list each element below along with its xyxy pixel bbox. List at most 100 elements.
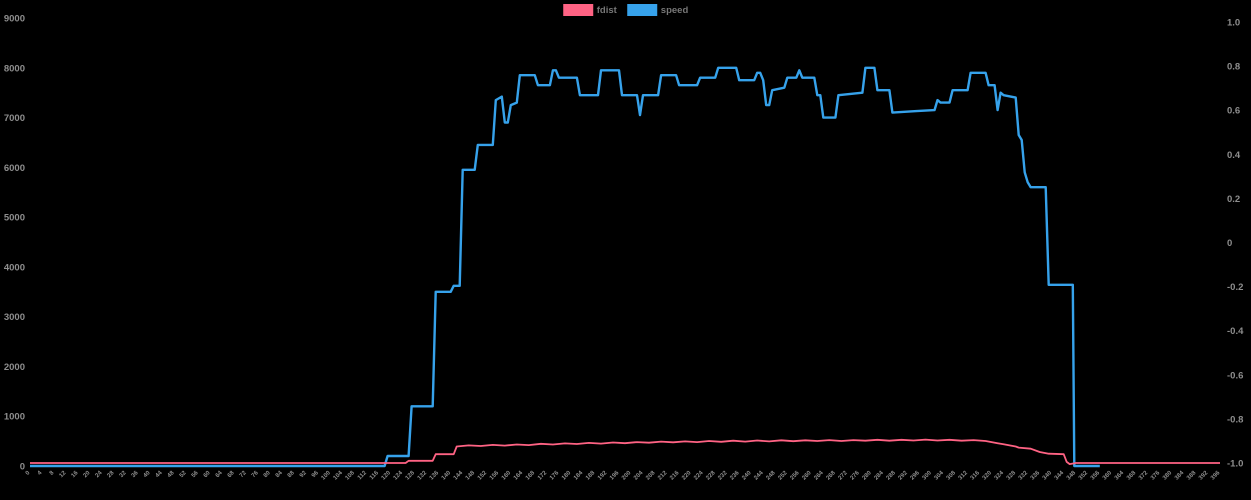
svg-text:328: 328 [1006,470,1018,482]
svg-text:84: 84 [275,470,284,479]
svg-text:228: 228 [705,470,717,482]
svg-text:0.2: 0.2 [1227,194,1240,205]
svg-text:92: 92 [299,470,308,479]
svg-text:376: 376 [1150,470,1162,482]
svg-text:80: 80 [263,470,272,479]
svg-text:200: 200 [621,470,633,482]
svg-text:284: 284 [873,470,885,482]
svg-text:268: 268 [825,470,837,482]
svg-text:344: 344 [1054,470,1066,482]
speed-line [30,66,1100,468]
svg-text:276: 276 [849,470,861,482]
svg-text:264: 264 [813,470,825,482]
svg-text:8000: 8000 [4,63,25,74]
svg-text:1000: 1000 [4,412,25,423]
svg-text:220: 220 [681,470,693,482]
svg-text:368: 368 [1126,470,1138,482]
svg-text:100: 100 [321,470,333,482]
svg-text:244: 244 [753,470,765,482]
svg-text:20: 20 [83,470,92,479]
legend-item-fdist[interactable]: fdist [562,4,617,16]
svg-text:68: 68 [227,470,236,479]
svg-text:168: 168 [525,470,537,482]
svg-text:324: 324 [994,470,1006,482]
legend-item-speed[interactable]: speed [626,4,689,16]
svg-text:44: 44 [155,470,164,479]
svg-text:9000: 9000 [4,14,25,25]
svg-text:236: 236 [729,470,741,482]
svg-text:356: 356 [1090,470,1102,482]
svg-text:252: 252 [777,470,789,482]
svg-text:292: 292 [898,470,910,482]
svg-text:144: 144 [453,470,465,482]
legend-label-speed: speed [660,4,689,16]
svg-text:4: 4 [37,470,44,477]
svg-text:32: 32 [119,470,128,479]
svg-text:156: 156 [489,470,501,482]
svg-text:184: 184 [573,470,585,482]
svg-text:196: 196 [609,470,621,482]
svg-text:76: 76 [251,470,260,479]
svg-text:0.8: 0.8 [1227,62,1240,73]
svg-text:1.0: 1.0 [1227,18,1240,29]
svg-text:24: 24 [95,470,104,479]
svg-text:192: 192 [597,470,609,482]
svg-text:4000: 4000 [4,262,25,273]
svg-text:120: 120 [381,470,393,482]
svg-text:132: 132 [417,470,429,482]
svg-text:232: 232 [717,470,729,482]
svg-text:124: 124 [393,470,405,482]
svg-text:72: 72 [239,470,248,479]
svg-text:340: 340 [1042,470,1054,482]
legend-label-fdist: fdist [596,4,617,16]
svg-text:64: 64 [215,470,224,479]
svg-text:0: 0 [25,470,32,477]
svg-text:352: 352 [1078,470,1090,482]
y-right-tick-labels: 1.0 0.8 0.6 0.4 0.2 0 -0.2 -0.4 -0.6 -0.8 -1.0 [1227,18,1244,470]
svg-text:308: 308 [946,470,958,482]
svg-text:160: 160 [501,470,513,482]
svg-text:112: 112 [357,470,369,482]
svg-text:316: 316 [970,470,982,482]
svg-text:188: 188 [585,470,597,482]
svg-text:36: 36 [131,470,140,479]
svg-text:176: 176 [549,470,561,482]
svg-text:256: 256 [789,470,801,482]
svg-text:56: 56 [191,470,200,479]
svg-text:304: 304 [934,470,946,482]
svg-text:208: 208 [645,470,657,482]
svg-text:388: 388 [1186,470,1198,482]
x-tick-labels: 0 4 8 12 16 20 24 28 32 36 40 44 48 52 56 60 64 68 72 76 80 8… [25,470,1222,482]
svg-text:5000: 5000 [4,213,25,224]
svg-text:48: 48 [167,470,176,479]
svg-text:360: 360 [1102,470,1114,482]
svg-text:224: 224 [693,470,705,482]
svg-text:12: 12 [59,470,68,479]
chart-legend: fdist speed [562,4,689,16]
svg-text:384: 384 [1174,470,1186,482]
svg-text:320: 320 [982,470,994,482]
svg-text:172: 172 [537,470,549,482]
svg-text:140: 140 [441,470,453,482]
svg-text:240: 240 [741,470,753,482]
svg-text:0: 0 [1227,238,1232,249]
svg-text:-0.4: -0.4 [1227,326,1244,337]
svg-text:96: 96 [311,470,320,479]
svg-text:0.6: 0.6 [1227,106,1240,117]
svg-text:6000: 6000 [4,163,25,174]
svg-text:88: 88 [287,470,296,479]
svg-text:396: 396 [1210,470,1222,482]
svg-text:204: 204 [633,470,645,482]
svg-text:332: 332 [1018,470,1030,482]
svg-text:260: 260 [801,470,813,482]
legend-swatch-fdist [562,4,593,16]
legend-swatch-speed [626,4,657,16]
svg-text:348: 348 [1066,470,1078,482]
svg-text:372: 372 [1138,470,1150,482]
svg-text:128: 128 [405,470,417,482]
svg-text:40: 40 [143,470,152,479]
svg-text:216: 216 [669,470,681,482]
fdist-line [30,438,1220,465]
